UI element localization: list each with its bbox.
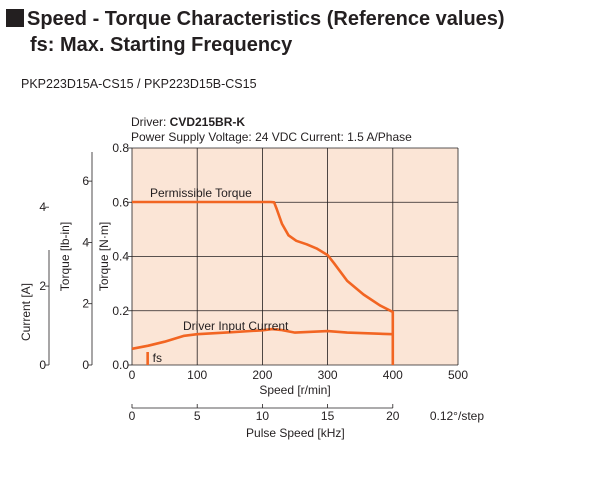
driver-prefix: Driver: xyxy=(131,115,170,129)
pulse-speed-tick-label: 20 xyxy=(386,409,400,423)
current-tick-label: 4 xyxy=(39,200,46,214)
power-conditions: Power Supply Voltage: 24 VDC Current: 1.… xyxy=(131,130,412,144)
current-axis-label: Current [A] xyxy=(19,283,33,341)
torque-lbin-tick-label: 0 xyxy=(82,358,89,372)
fs-label: fs xyxy=(153,351,162,365)
torque-nm-tick-label: 0.2 xyxy=(112,304,129,318)
x-tick-label: 500 xyxy=(448,368,468,382)
title-line-2: fs: Max. Starting Frequency xyxy=(30,34,293,56)
model-label: PKP223D15A-CS15 / PKP223D15B-CS15 xyxy=(21,77,257,91)
title-text-1: Speed - Torque Characteristics (Referenc… xyxy=(27,8,505,30)
page-title: Speed - Torque Characteristics (Referenc… xyxy=(6,6,505,58)
pulse-speed-tick-label: 0 xyxy=(129,409,136,423)
torque-nm-axis-label: Torque [N·m] xyxy=(97,222,111,291)
pulse-speed-axis-label: Pulse Speed [kHz] xyxy=(246,426,345,440)
torque-nm-tick-label: 0.4 xyxy=(112,250,129,264)
torque-lbin-axis-label: Torque [lb-in] xyxy=(58,222,72,291)
pulse-speed-tick-label: 15 xyxy=(321,409,335,423)
x-tick-label: 400 xyxy=(383,368,403,382)
pulse-speed-tick-label: 10 xyxy=(256,409,270,423)
permissible-torque-line xyxy=(132,200,395,365)
current-tick-label: 0 xyxy=(39,358,46,372)
driver-name: CVD215BR-K xyxy=(170,115,246,129)
x-tick-label: 0 xyxy=(129,368,136,382)
torque-lbin-tick-label: 6 xyxy=(82,174,89,188)
driver-input-current-line xyxy=(131,327,393,351)
current-tick-label: 2 xyxy=(39,279,46,293)
torque-nm-tick-label: 0.6 xyxy=(112,195,129,209)
x-axis-label: Speed [r/min] xyxy=(259,383,330,397)
x-tick-label: 100 xyxy=(187,368,207,382)
x-tick-label: 200 xyxy=(252,368,272,382)
step-angle-note: 0.12°/step xyxy=(430,409,484,423)
title-line-1: Speed - Torque Characteristics (Referenc… xyxy=(6,6,505,32)
square-bullet-icon xyxy=(6,9,24,27)
torque-nm-tick-label: 0.8 xyxy=(112,141,129,155)
torque-lbin-tick-label: 2 xyxy=(82,297,89,311)
pulse-speed-tick-label: 5 xyxy=(194,409,201,423)
driver-label: Driver: CVD215BR-K xyxy=(131,115,245,129)
torque-nm-tick-label: 0.0 xyxy=(112,358,129,372)
driver-input-current-label: Driver Input Current xyxy=(183,319,289,333)
torque-lbin-tick-label: 4 xyxy=(82,235,89,249)
x-tick-label: 300 xyxy=(318,368,338,382)
permissible-torque-label: Permissible Torque xyxy=(150,186,252,200)
